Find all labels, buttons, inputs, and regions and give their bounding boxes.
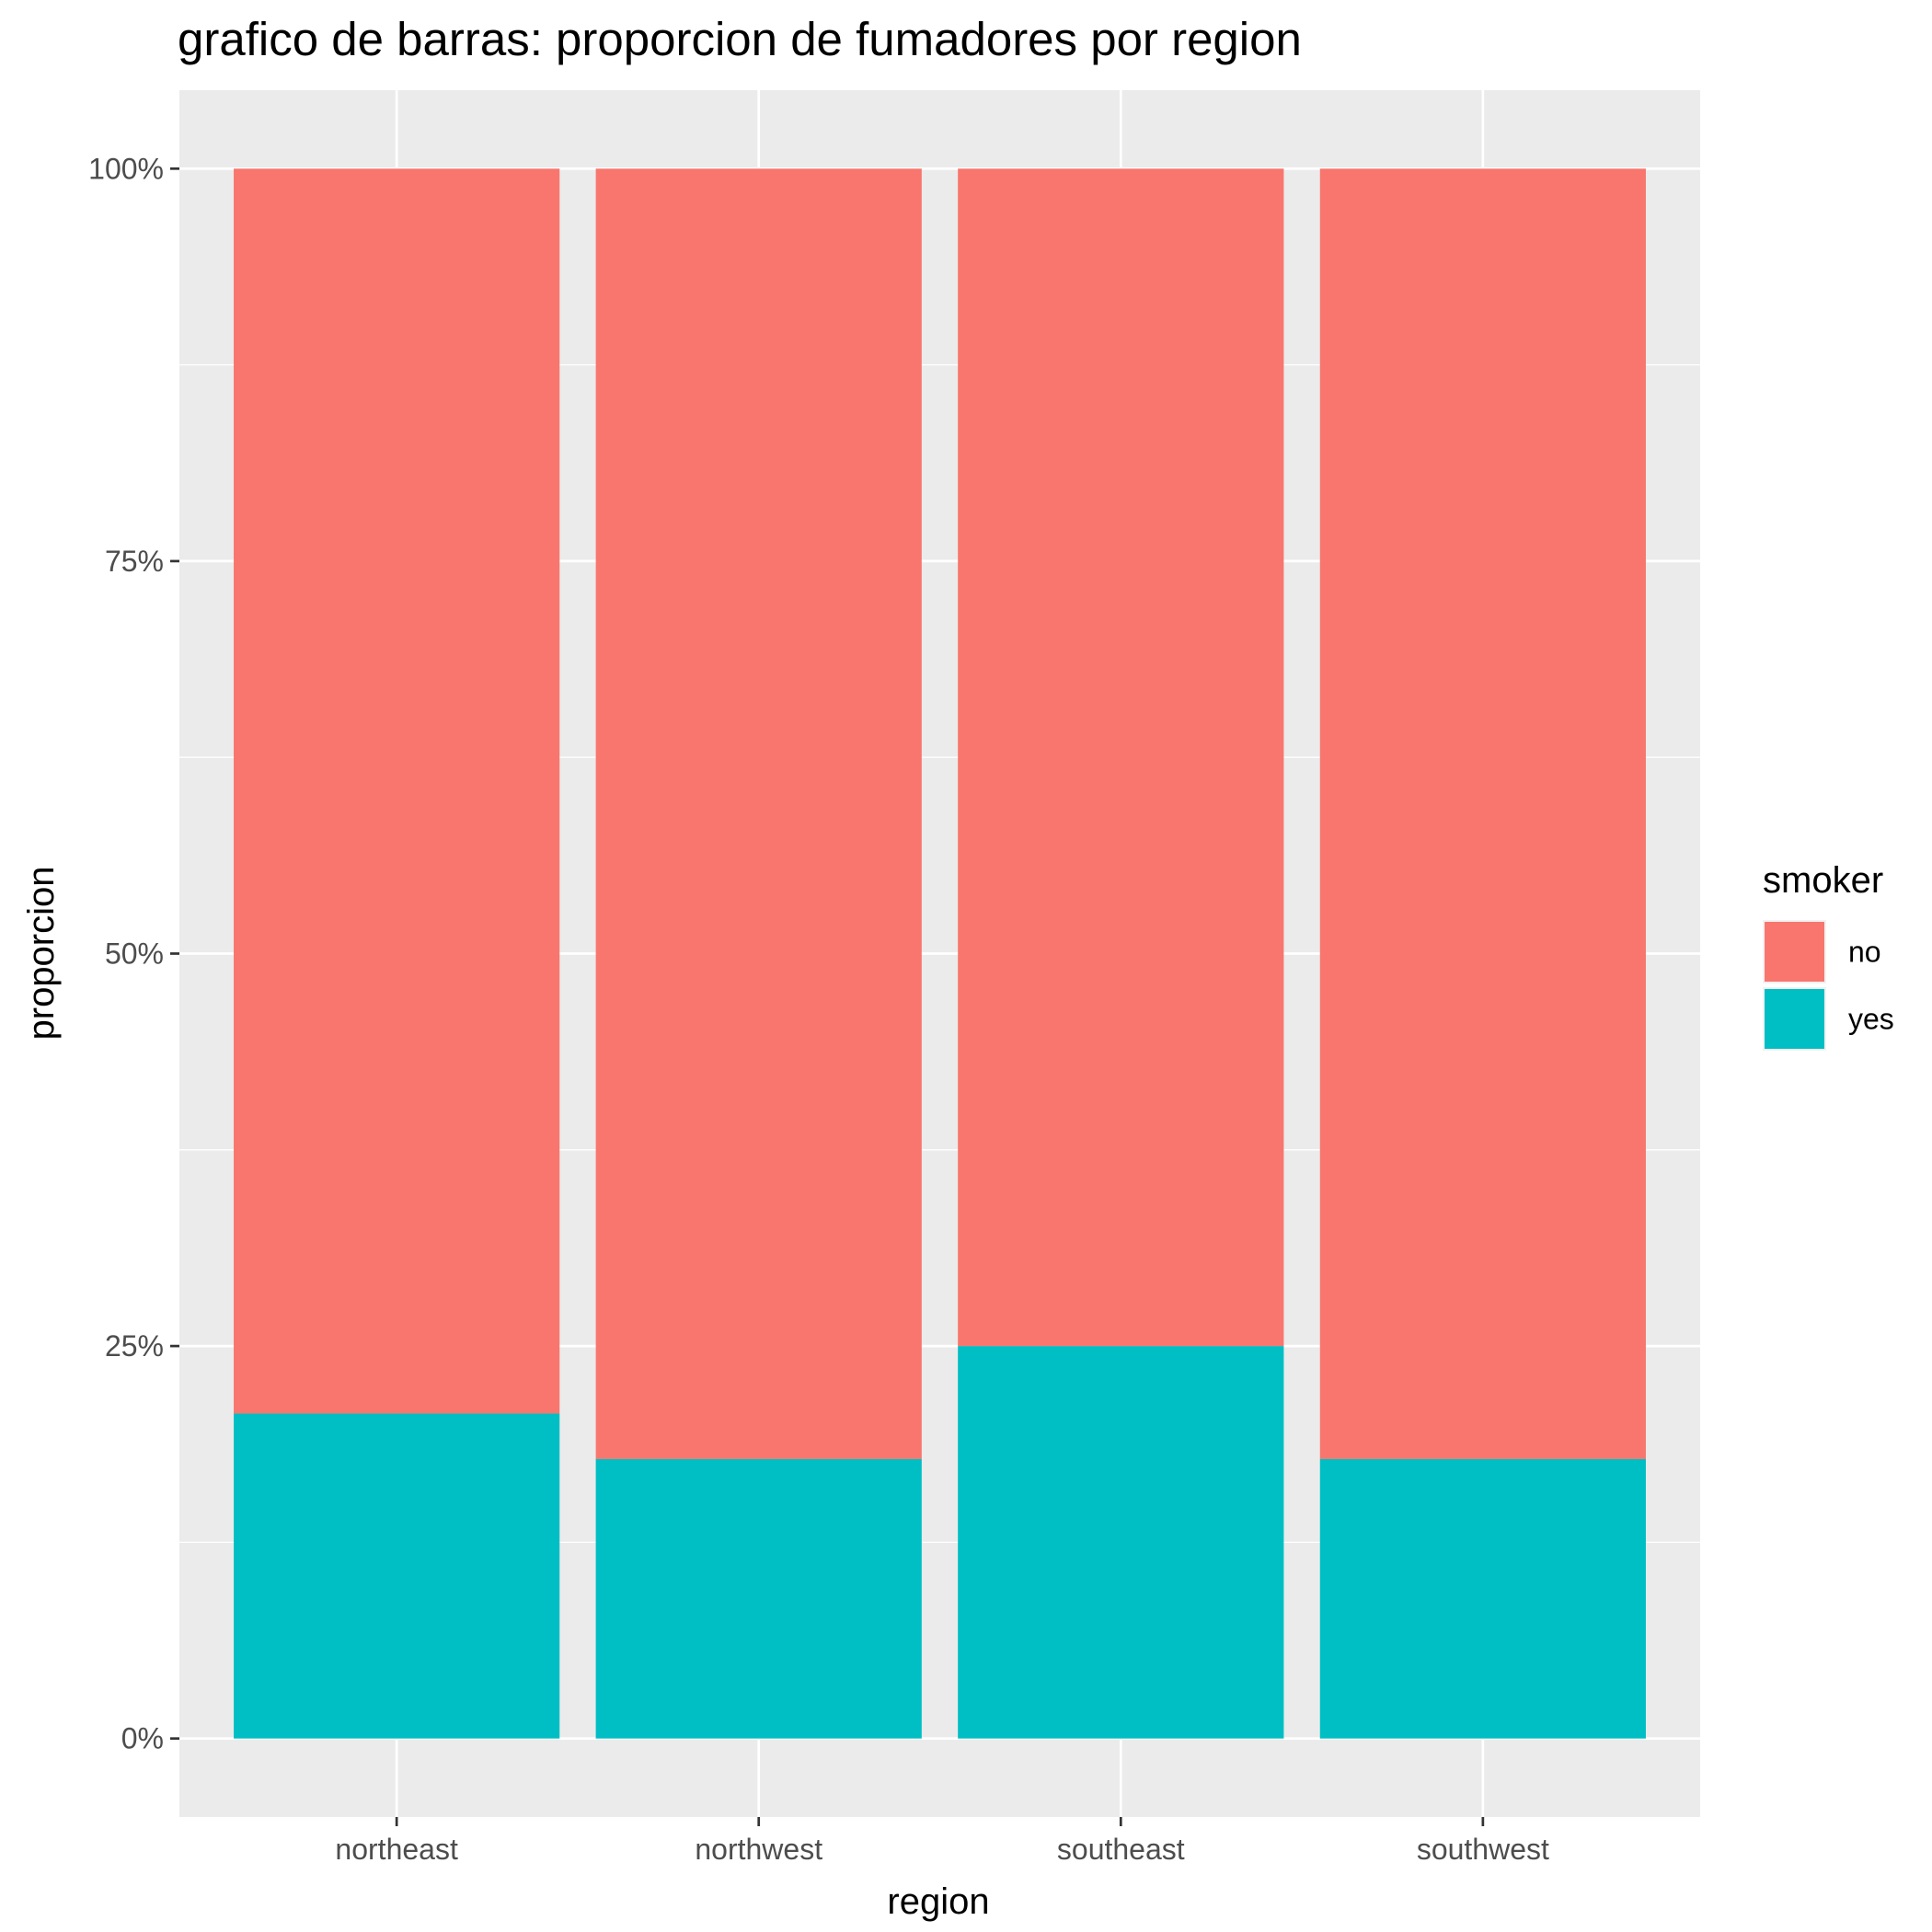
bar-southwest-no bbox=[1319, 168, 1646, 1459]
bar-southwest-yes bbox=[1319, 1458, 1646, 1739]
legend-label-no: no bbox=[1848, 936, 1881, 969]
legend-swatch-no bbox=[1765, 922, 1824, 982]
y-axis: 0% 25% 50% 75% 100% bbox=[88, 152, 179, 1755]
legend-label-yes: yes bbox=[1848, 1003, 1894, 1036]
x-tick-label-southeast: southeast bbox=[1057, 1833, 1185, 1866]
y-tick-label: 0% bbox=[121, 1722, 164, 1755]
x-axis-title: region bbox=[887, 1881, 989, 1922]
bar-southeast-no bbox=[958, 168, 1284, 1347]
y-axis-title: proporcion bbox=[21, 866, 62, 1040]
bar-southeast-yes bbox=[958, 1346, 1284, 1739]
bar-northeast-no bbox=[234, 168, 560, 1414]
x-tick-label-southwest: southwest bbox=[1417, 1833, 1549, 1866]
bars bbox=[234, 168, 1646, 1739]
y-tick-label: 100% bbox=[88, 152, 164, 185]
legend: smoker no yes bbox=[1763, 860, 1894, 1051]
x-tick-label-northwest: northwest bbox=[695, 1833, 822, 1866]
x-tick-label-northeast: northeast bbox=[335, 1833, 458, 1866]
y-tick-label: 50% bbox=[105, 937, 164, 971]
chart-title: grafico de barras: proporcion de fumador… bbox=[178, 13, 1302, 65]
y-tick-label: 25% bbox=[105, 1329, 164, 1363]
y-tick-label: 75% bbox=[105, 545, 164, 578]
legend-title: smoker bbox=[1763, 860, 1883, 901]
bar-northwest-yes bbox=[595, 1458, 922, 1739]
bar-northwest-no bbox=[595, 168, 922, 1459]
bar-northeast-yes bbox=[234, 1413, 560, 1739]
x-axis: northeast northwest southeast southwest bbox=[335, 1817, 1549, 1866]
legend-swatch-yes bbox=[1765, 989, 1824, 1049]
